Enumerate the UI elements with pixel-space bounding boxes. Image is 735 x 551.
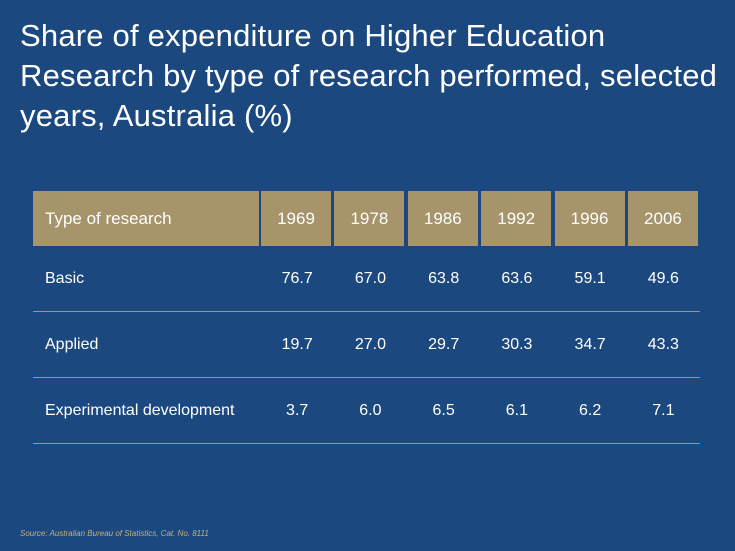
row-label: Applied bbox=[45, 335, 99, 353]
header-year-1996: 1996 bbox=[554, 191, 625, 246]
cell-value: 49.6 bbox=[647, 269, 679, 287]
cell-value: 7.1 bbox=[652, 401, 675, 419]
cell-value: 6.1 bbox=[505, 401, 528, 419]
data-table: Type of research 1969 1978 1986 1992 199… bbox=[33, 191, 700, 444]
cell-value: 63.6 bbox=[501, 269, 533, 287]
table-row-experimental-development: Experimental development 3.7 6.0 6.5 6.1… bbox=[33, 378, 700, 444]
header-year-1969: 1969 bbox=[261, 191, 331, 246]
table-row-basic: Basic 76.7 67.0 63.8 63.6 59.1 49.6 bbox=[33, 246, 700, 312]
cell-value: 6.5 bbox=[432, 401, 455, 419]
header-year-1978: 1978 bbox=[334, 191, 405, 246]
cell-value: 3.7 bbox=[286, 401, 309, 419]
cell-value: 6.0 bbox=[359, 401, 382, 419]
cell-value: 43.3 bbox=[647, 335, 679, 353]
row-label: Experimental development bbox=[45, 401, 235, 419]
cell-value: 6.2 bbox=[578, 401, 602, 419]
cell-value: 34.7 bbox=[574, 335, 606, 353]
row-label: Basic bbox=[45, 269, 85, 287]
cell-value: 76.7 bbox=[281, 269, 313, 287]
cell-value: 29.7 bbox=[428, 335, 460, 353]
table-row-applied: Applied 19.7 27.0 29.7 30.3 34.7 43.3 bbox=[33, 312, 700, 378]
cell-value: 59.1 bbox=[574, 269, 606, 287]
header-year-2006: 2006 bbox=[627, 191, 698, 246]
table-header-row: Type of research 1969 1978 1986 1992 199… bbox=[33, 191, 700, 246]
cell-value: 30.3 bbox=[501, 335, 533, 353]
header-year-1992: 1992 bbox=[481, 191, 552, 246]
cell-value: 63.8 bbox=[428, 269, 460, 287]
header-year-1986: 1986 bbox=[407, 191, 478, 246]
cell-value: 67.0 bbox=[354, 269, 386, 287]
source-note: Source: Australian Bureau of Statistics,… bbox=[20, 529, 209, 538]
header-type-of-research: Type of research bbox=[33, 191, 259, 246]
cell-value: 27.0 bbox=[354, 335, 386, 353]
page-title: Share of expenditure on Higher Education… bbox=[20, 18, 718, 133]
cell-value: 19.7 bbox=[281, 335, 313, 353]
